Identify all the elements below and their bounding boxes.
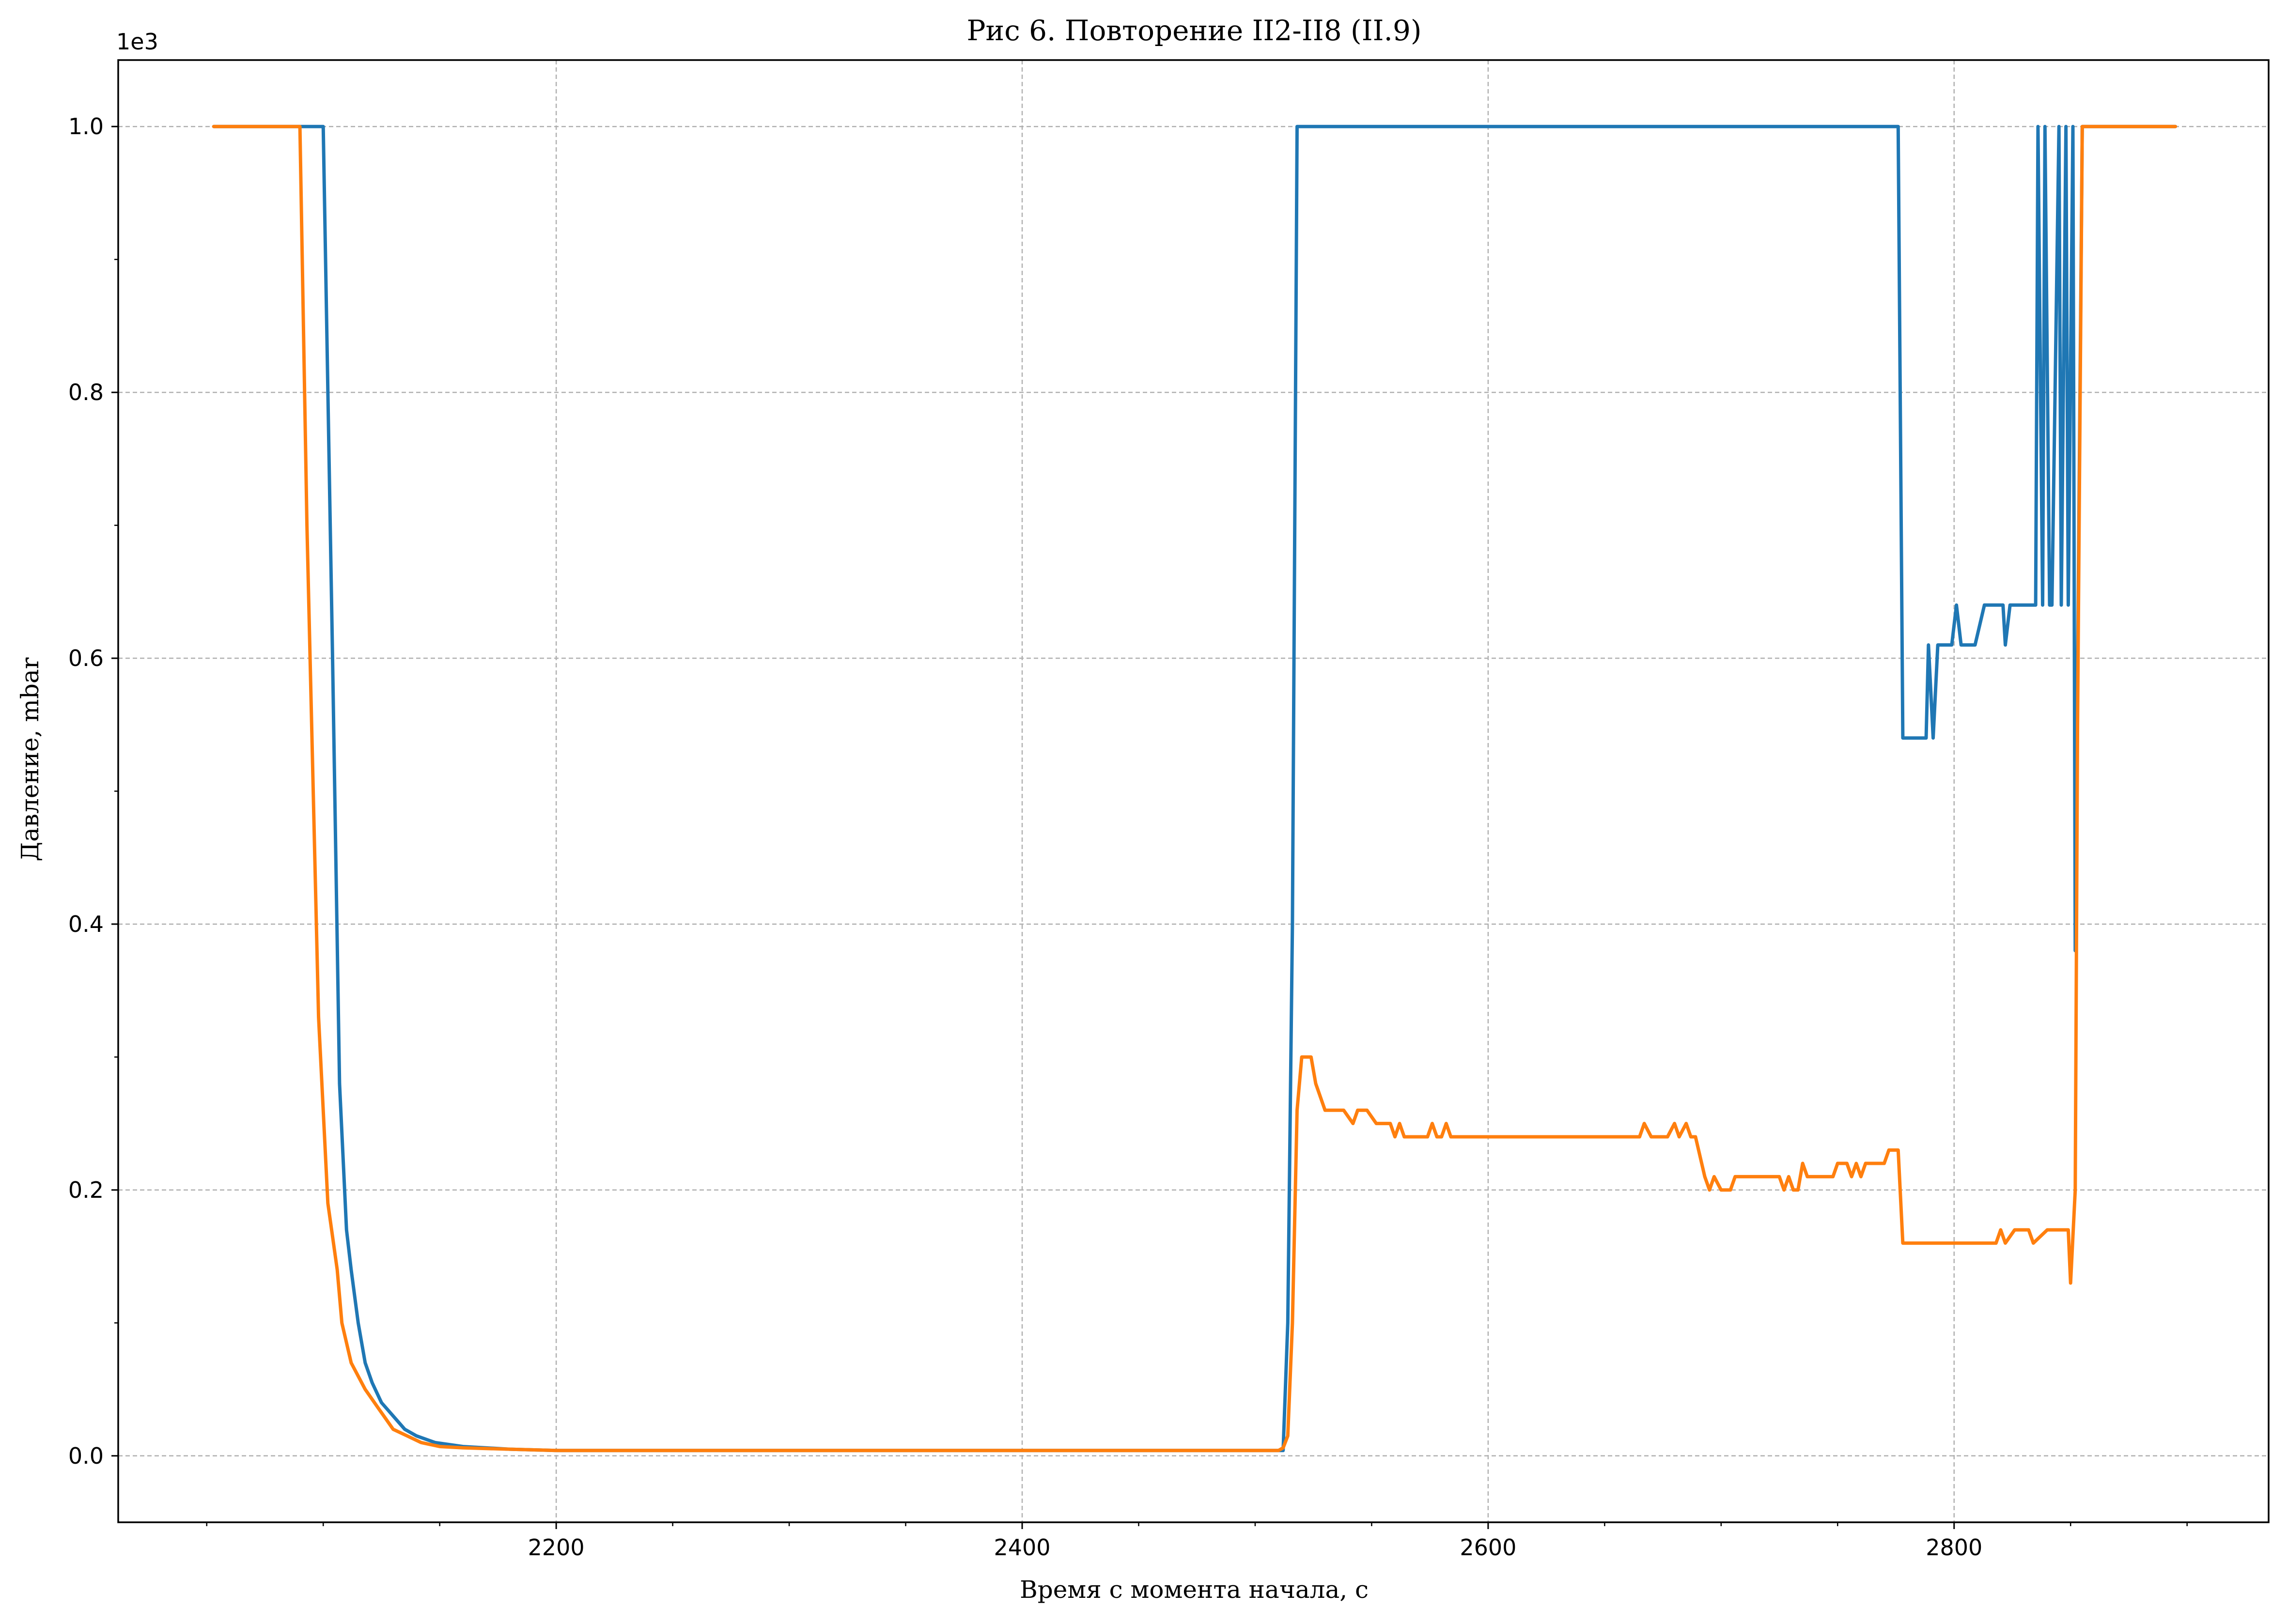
y-tick-label: 0.0 — [68, 1443, 104, 1469]
y-tick-label: 0.8 — [68, 379, 104, 405]
y-tick-label: 0.4 — [68, 911, 104, 937]
y-axis-offset-text: 1e3 — [116, 29, 158, 55]
x-tick-label: 2600 — [1460, 1534, 1516, 1561]
series-line-2 — [212, 124, 2178, 1453]
axis-ticks: 2200 2400 2600 2800 0.0 0.2 0.4 0.6 0.8 1.0 — [68, 113, 2188, 1561]
x-tick-label: 2400 — [994, 1534, 1050, 1561]
series-lines — [212, 124, 2178, 1453]
y-tick-label: 0.6 — [68, 645, 104, 671]
x-tick-label: 2800 — [1926, 1534, 1982, 1561]
grid — [118, 60, 2269, 1522]
chart-title: Рис 6. Повторение II2-II8 (II.9) — [967, 14, 1422, 47]
y-axis-label: Давление, mbar — [16, 657, 44, 861]
x-tick-label: 2200 — [528, 1534, 585, 1561]
x-axis-label: Время с момента начала, с — [1020, 1576, 1369, 1604]
y-tick-label: 0.2 — [68, 1177, 104, 1203]
series-line-1 — [212, 124, 2178, 1453]
y-tick-label: 1.0 — [68, 113, 104, 139]
